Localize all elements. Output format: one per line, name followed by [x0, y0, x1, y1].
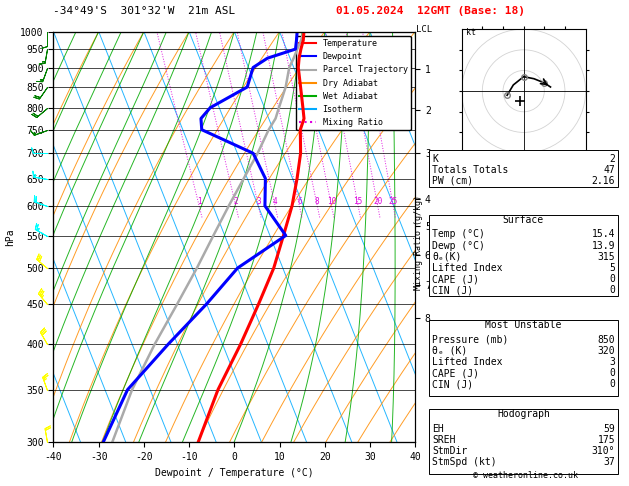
Text: -34°49'S  301°32'W  21m ASL: -34°49'S 301°32'W 21m ASL: [53, 5, 236, 16]
Text: 8: 8: [315, 197, 320, 206]
Text: 01.05.2024  12GMT (Base: 18): 01.05.2024 12GMT (Base: 18): [337, 5, 525, 16]
Text: Most Unstable: Most Unstable: [485, 320, 562, 330]
Text: 2: 2: [610, 154, 615, 164]
Text: 37: 37: [603, 457, 615, 467]
Text: 175: 175: [598, 435, 615, 445]
Text: 850: 850: [598, 335, 615, 345]
Text: © weatheronline.co.uk: © weatheronline.co.uk: [473, 471, 577, 480]
Text: 15: 15: [353, 197, 363, 206]
Text: CAPE (J): CAPE (J): [432, 274, 479, 284]
Text: 47: 47: [603, 165, 615, 175]
Text: 25: 25: [389, 197, 398, 206]
Text: 13.9: 13.9: [592, 241, 615, 251]
Text: 0: 0: [610, 274, 615, 284]
Text: Lifted Index: Lifted Index: [432, 357, 503, 367]
Text: Lifted Index: Lifted Index: [432, 263, 503, 273]
Text: StmDir: StmDir: [432, 446, 467, 456]
Legend: Temperature, Dewpoint, Parcel Trajectory, Dry Adiabat, Wet Adiabat, Isotherm, Mi: Temperature, Dewpoint, Parcel Trajectory…: [296, 36, 411, 130]
Text: 0: 0: [610, 380, 615, 389]
Text: 20: 20: [373, 197, 382, 206]
Text: 59: 59: [603, 424, 615, 434]
Text: K: K: [432, 154, 438, 164]
Text: 315: 315: [598, 252, 615, 262]
Y-axis label: hPa: hPa: [4, 228, 14, 246]
Text: 3: 3: [610, 357, 615, 367]
Text: kt: kt: [466, 28, 476, 37]
Text: θₑ(K): θₑ(K): [432, 252, 462, 262]
Y-axis label: km
ASL: km ASL: [443, 237, 460, 259]
Text: SREH: SREH: [432, 435, 455, 445]
Text: Pressure (mb): Pressure (mb): [432, 335, 508, 345]
Text: 4: 4: [273, 197, 277, 206]
Text: 2.16: 2.16: [592, 176, 615, 186]
Text: EH: EH: [432, 424, 444, 434]
Text: CIN (J): CIN (J): [432, 380, 473, 389]
Text: 310°: 310°: [592, 446, 615, 456]
Text: Surface: Surface: [503, 215, 544, 225]
Text: 15.4: 15.4: [592, 229, 615, 240]
Text: Mixing Ratio (g/kg): Mixing Ratio (g/kg): [415, 195, 423, 291]
Text: PW (cm): PW (cm): [432, 176, 473, 186]
Text: 6: 6: [297, 197, 302, 206]
Text: 3: 3: [256, 197, 260, 206]
Text: StmSpd (kt): StmSpd (kt): [432, 457, 497, 467]
Text: 2: 2: [233, 197, 238, 206]
Text: 1: 1: [197, 197, 201, 206]
Text: LCL: LCL: [416, 25, 433, 34]
Text: θₑ (K): θₑ (K): [432, 346, 467, 356]
Text: Hodograph: Hodograph: [497, 409, 550, 419]
Text: 5: 5: [610, 263, 615, 273]
Text: CAPE (J): CAPE (J): [432, 368, 479, 378]
Text: 0: 0: [610, 368, 615, 378]
Text: Totals Totals: Totals Totals: [432, 165, 508, 175]
X-axis label: Dewpoint / Temperature (°C): Dewpoint / Temperature (°C): [155, 468, 314, 478]
Text: Dewp (°C): Dewp (°C): [432, 241, 485, 251]
Text: Temp (°C): Temp (°C): [432, 229, 485, 240]
Text: 0: 0: [610, 285, 615, 295]
Text: CIN (J): CIN (J): [432, 285, 473, 295]
Text: 10: 10: [327, 197, 336, 206]
Text: 320: 320: [598, 346, 615, 356]
